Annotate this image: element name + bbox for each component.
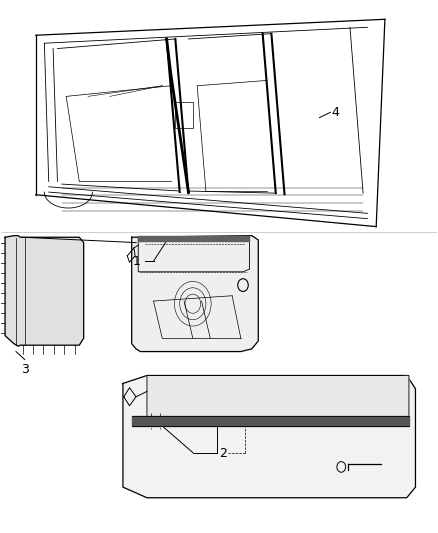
Polygon shape bbox=[138, 236, 249, 241]
Bar bbox=[175, 102, 193, 128]
Polygon shape bbox=[132, 236, 258, 352]
Text: 3: 3 bbox=[21, 364, 28, 376]
Text: 1: 1 bbox=[133, 255, 141, 268]
Polygon shape bbox=[5, 236, 84, 346]
Text: 4: 4 bbox=[332, 106, 339, 119]
Polygon shape bbox=[132, 416, 409, 426]
Polygon shape bbox=[147, 375, 409, 423]
Text: 2: 2 bbox=[219, 447, 227, 460]
Polygon shape bbox=[123, 375, 416, 498]
